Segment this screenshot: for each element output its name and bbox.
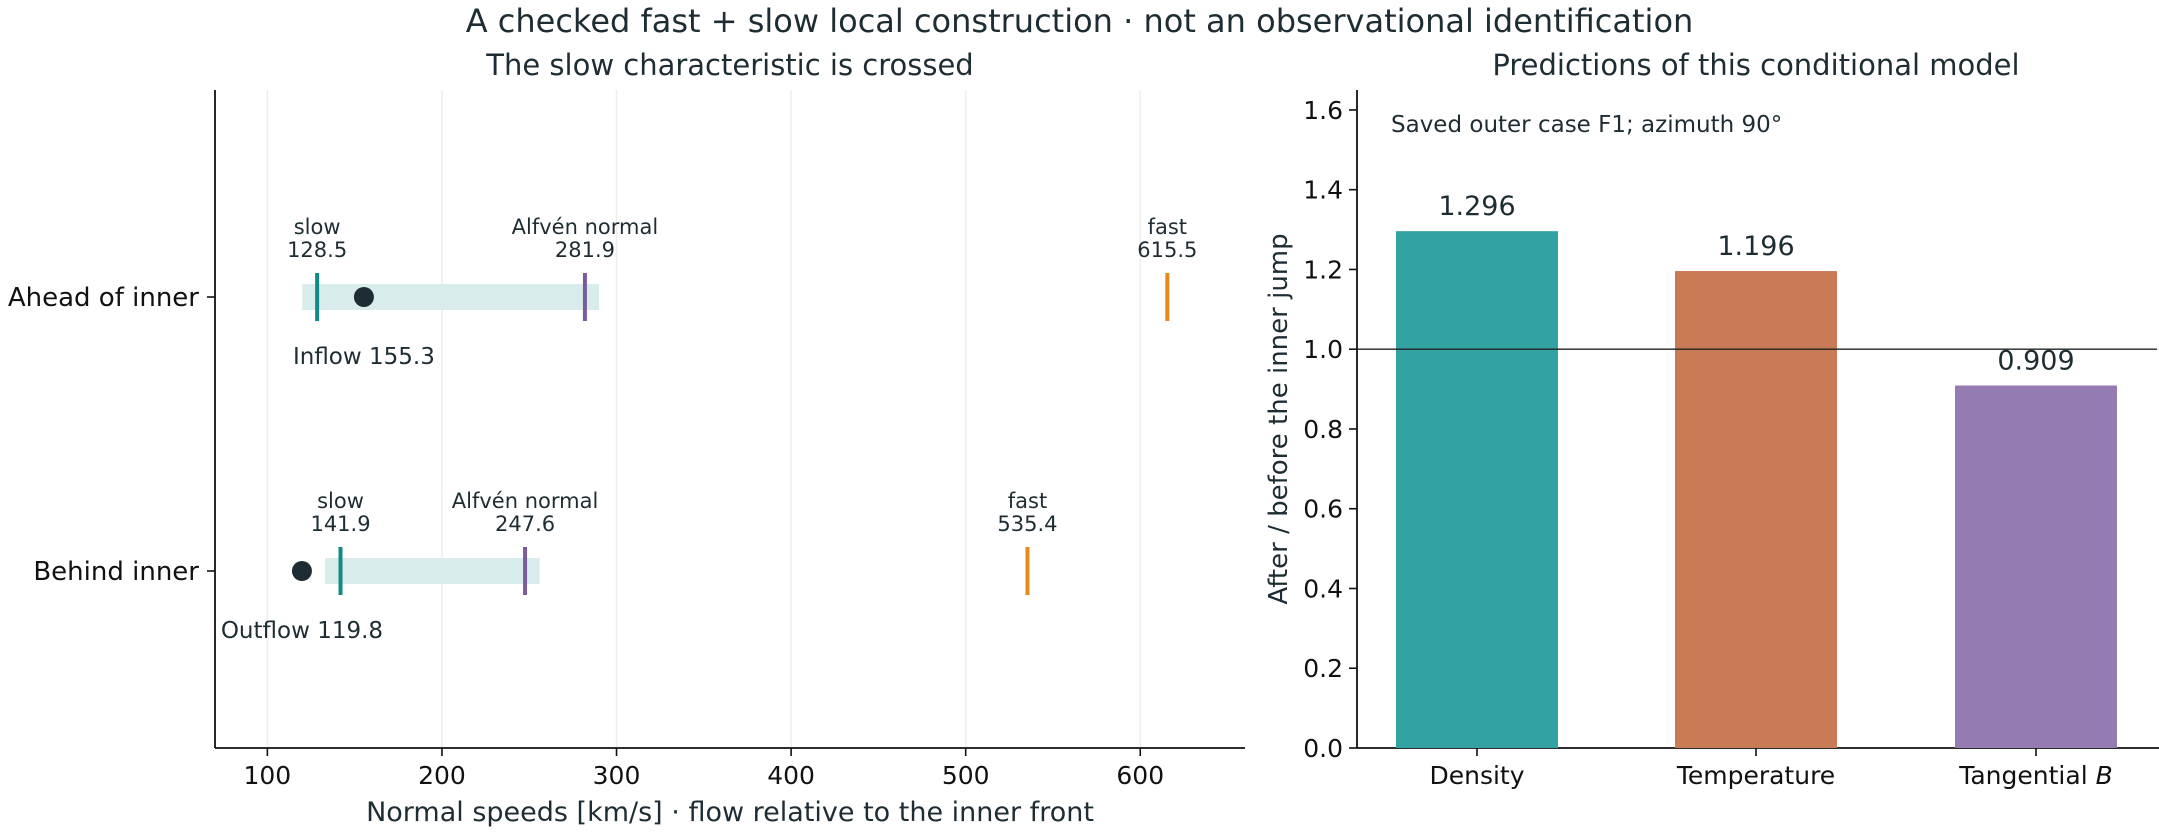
alfven-speed-value: 247.6 <box>495 512 555 536</box>
alfven-speed-value: 281.9 <box>555 238 615 262</box>
temperature-value-label: 1.196 <box>1717 231 1794 262</box>
left-panel-title: The slow characteristic is crossed <box>485 48 973 82</box>
density-bar <box>1396 231 1558 749</box>
figure-title: A checked fast + slow local construction… <box>465 2 1694 40</box>
tangential-b-bar <box>1955 385 2117 748</box>
temperature-bar <box>1675 271 1837 748</box>
x-axis-label: Normal speeds [km/s] · flow relative to … <box>366 797 1094 828</box>
x-tick-label: 600 <box>1116 761 1164 790</box>
y-axis-label: After / before the inner jump <box>1264 233 1294 604</box>
slow-speed-label: slow <box>317 489 364 513</box>
flow-speed-point <box>353 287 374 307</box>
y-tick-label: 0.4 <box>1303 574 1343 603</box>
flow-speed-point <box>291 561 312 581</box>
x-tick-label: 500 <box>942 761 990 790</box>
category-label: Density <box>1429 761 1524 790</box>
y-tick-label: 0.6 <box>1303 495 1343 524</box>
y-tick-label: 0.8 <box>1303 415 1343 444</box>
x-tick-label: 300 <box>593 761 641 790</box>
slow-speed-value: 141.9 <box>310 512 370 536</box>
alfven-speed-label: Alfvén normal <box>512 215 659 239</box>
x-tick-label: 200 <box>418 761 466 790</box>
row-label: Behind inner <box>33 557 199 587</box>
y-tick-label: 1.6 <box>1303 96 1343 125</box>
category-label: Temperature <box>1676 761 1835 790</box>
slow-speed-label: slow <box>294 215 341 239</box>
alfven-speed-label: Alfvén normal <box>452 489 599 513</box>
density-value-label: 1.296 <box>1438 191 1515 222</box>
category-label: Tangential B <box>1958 761 2113 790</box>
y-tick-label: 0.2 <box>1303 654 1343 683</box>
y-tick-label: 1.0 <box>1303 335 1343 364</box>
fast-speed-label: fast <box>1148 215 1187 239</box>
flow-speed-label: Inflow 155.3 <box>293 344 435 370</box>
sub-alfven-band <box>324 558 540 584</box>
y-tick-label: 1.2 <box>1303 255 1343 284</box>
tangential-b-value-label: 0.909 <box>1997 346 2074 377</box>
row-label: Ahead of inner <box>8 283 199 313</box>
case-annotation: Saved outer case F1; azimuth 90° <box>1391 112 1782 138</box>
slow-speed-value: 128.5 <box>287 238 347 262</box>
x-tick-label: 400 <box>767 761 815 790</box>
fast-speed-label: fast <box>1008 489 1047 513</box>
fast-speed-value: 535.4 <box>997 512 1057 536</box>
fast-speed-value: 615.5 <box>1137 238 1197 262</box>
right-panel-title: Predictions of this conditional model <box>1492 48 2019 82</box>
flow-speed-label: Outflow 119.8 <box>221 618 383 644</box>
y-tick-label: 0.0 <box>1303 734 1343 763</box>
y-tick-label: 1.4 <box>1303 176 1343 205</box>
speed-characteristics-chart: The slow characteristic is crossed 100 200… <box>8 48 1245 828</box>
x-tick-label: 100 <box>244 761 292 790</box>
sub-alfven-band <box>302 284 600 310</box>
